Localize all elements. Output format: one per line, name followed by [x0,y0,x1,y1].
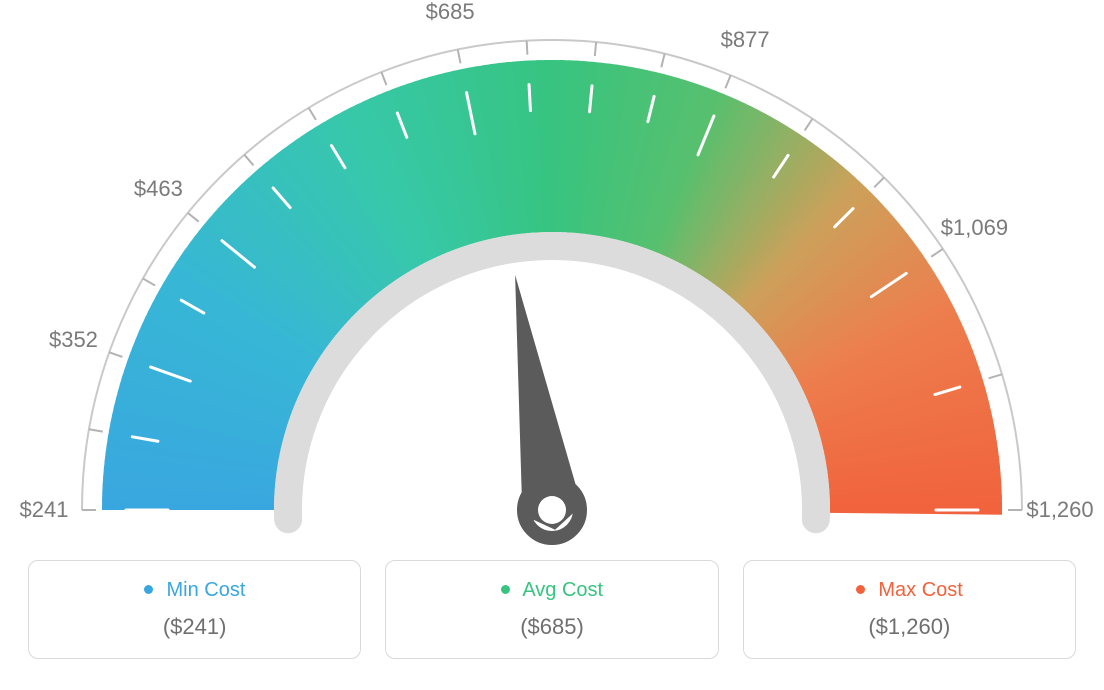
scale-tick [725,75,730,88]
scale-tick [661,54,664,68]
scale-tick [188,213,199,222]
tick-label: $685 [426,0,475,25]
avg-dot-icon [501,585,510,594]
max-cost-title: Max Cost [878,579,962,601]
scale-tick [143,279,155,286]
max-cost-card: Max Cost ($1,260) [743,560,1076,659]
max-cost-title-row: Max Cost [754,579,1065,602]
scale-tick [527,41,528,55]
gauge-area: $241 $352 $463 $685 $877 $1,069 $1,260 [0,0,1104,560]
tick-label: $1,069 [941,215,1008,241]
max-dot-icon [856,585,865,594]
scale-tick [109,352,122,357]
avg-cost-card: Avg Cost ($685) [385,560,718,659]
max-cost-value: ($1,260) [754,614,1065,640]
gauge-svg [0,0,1104,560]
min-cost-title-row: Min Cost [39,579,350,602]
scale-tick [595,42,596,56]
summary-cards: Min Cost ($241) Avg Cost ($685) Max Cost… [0,560,1104,679]
scale-tick [381,72,386,85]
scale-tick [458,50,461,64]
tick-label: $877 [721,27,770,53]
min-cost-title: Min Cost [166,579,245,601]
scale-tick [89,429,103,431]
tick-label: $1,260 [1026,497,1093,523]
scale-tick [874,177,884,187]
min-cost-value: ($241) [39,614,350,640]
avg-cost-title: Avg Cost [522,579,603,601]
min-cost-card: Min Cost ($241) [28,560,361,659]
scale-tick [244,155,253,166]
avg-cost-value: ($685) [396,614,707,640]
tick-label: $241 [20,497,69,523]
scale-tick [989,374,1002,378]
gauge-tick [529,85,530,111]
scale-tick [931,249,943,257]
needle-hub-inner [538,496,566,524]
min-dot-icon [144,585,153,594]
avg-cost-title-row: Avg Cost [396,579,707,602]
tick-label: $463 [134,176,183,202]
cost-gauge-chart: $241 $352 $463 $685 $877 $1,069 $1,260 Min Cos… [0,0,1104,690]
scale-tick [309,108,316,120]
scale-tick [805,119,813,131]
tick-label: $352 [49,327,98,353]
